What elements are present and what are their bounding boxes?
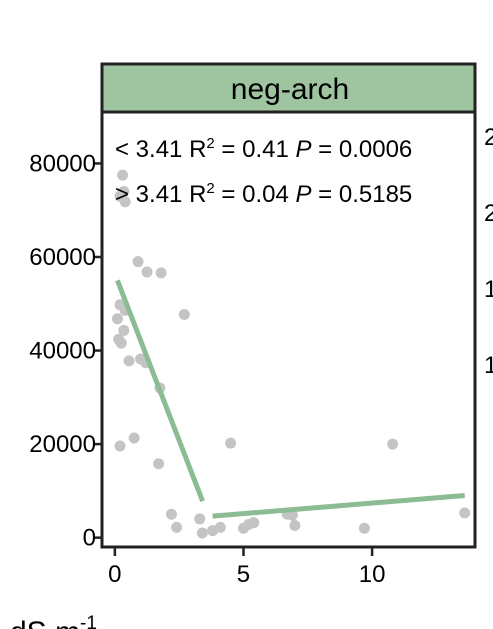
x-axis-title: dS m-1 [10, 613, 97, 629]
data-point [115, 337, 127, 349]
edge-digit-2: 2 [484, 200, 493, 227]
edge-digit-1: 2 [484, 124, 493, 151]
neighbor-panel-fragment: 2 2 1 1 [484, 124, 493, 379]
y-tick-label: 20000 [29, 431, 96, 458]
data-point [128, 432, 140, 444]
data-point [117, 169, 129, 181]
data-point [123, 355, 135, 367]
x-tick-label: 10 [359, 561, 386, 588]
x-tick-label: 0 [108, 561, 121, 588]
data-point [114, 440, 126, 452]
data-point [286, 509, 298, 521]
stats-annotation-below: < 3.41 R2 = 0.41 P = 0.0006 [115, 135, 412, 163]
data-points [111, 169, 471, 539]
y-axis: 0 20000 40000 60000 80000 [29, 150, 102, 552]
y-tick-label: 60000 [29, 244, 96, 271]
data-point [153, 458, 165, 470]
stats-above-prefix: > 3.41 R [115, 181, 206, 208]
data-point [165, 508, 177, 520]
data-point [459, 507, 471, 519]
x-axis-title-exponent: -1 [80, 613, 97, 629]
data-point [248, 517, 260, 529]
data-point [225, 437, 237, 449]
data-point [111, 313, 123, 325]
stats-below-exp: 2 [206, 135, 214, 152]
stats-above-value: = 0.04 [215, 181, 296, 208]
stats-below-p-symbol: P [295, 136, 311, 163]
facet-strip [100, 62, 477, 114]
plot-panel [100, 110, 477, 549]
data-point [155, 267, 167, 279]
fit-lines [115, 279, 465, 519]
data-point [171, 521, 183, 533]
stats-above-p-value: = 0.5185 [312, 181, 413, 208]
fit-line-above-breakpoint [212, 493, 465, 519]
data-point [196, 527, 208, 539]
y-tick-label: 0 [83, 525, 96, 552]
data-point [289, 519, 301, 531]
edge-digit-3: 1 [484, 276, 493, 303]
data-point [118, 324, 130, 336]
facet-strip-label: neg-arch [231, 73, 349, 106]
x-axis: 0 5 10 [108, 547, 385, 588]
data-point [119, 196, 131, 208]
stats-above-p-symbol: P [295, 181, 311, 208]
stats-below-prefix: < 3.41 R [115, 136, 206, 163]
x-axis-title-text: dS m [10, 616, 80, 629]
stats-annotation-above: > 3.41 R2 = 0.04 P = 0.5185 [115, 180, 412, 208]
data-point [194, 513, 206, 525]
stats-below-value: = 0.41 [215, 136, 296, 163]
data-point [214, 521, 226, 533]
y-tick-label: 40000 [29, 338, 96, 365]
data-point [387, 438, 399, 450]
data-point [132, 256, 144, 268]
y-tick-label: 80000 [29, 150, 96, 177]
data-point [178, 309, 190, 321]
fit-line-below-breakpoint [115, 279, 205, 503]
data-point [141, 266, 153, 278]
stats-above-exp: 2 [206, 180, 214, 197]
data-point [358, 522, 370, 534]
x-tick-label: 5 [237, 561, 250, 588]
edge-digit-4: 1 [484, 352, 493, 379]
stats-below-p-value: = 0.0006 [312, 136, 413, 163]
